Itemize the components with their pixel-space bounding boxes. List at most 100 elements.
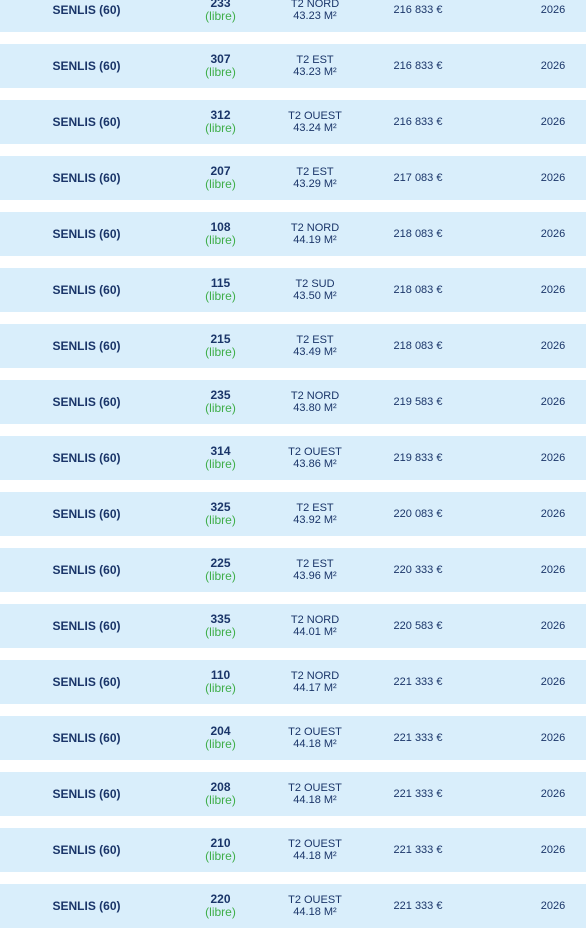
table-row[interactable]: SENLIS (60) 207 (libre) T2 EST 43.29 M² … (0, 156, 586, 200)
table-row[interactable]: SENLIS (60) 210 (libre) T2 OUEST 44.18 M… (0, 828, 586, 872)
type-cell: T2 OUEST 43.86 M² (272, 436, 358, 480)
table-row[interactable]: SENLIS (60) 325 (libre) T2 EST 43.92 M² … (0, 492, 586, 536)
price-cell: 218 083 € (393, 228, 443, 240)
lot-status: (libre) (205, 569, 236, 583)
price-cell: 221 333 € (393, 900, 443, 912)
delivery-year-cell: 2026 (540, 452, 566, 464)
city-cell: SENLIS (60) (52, 3, 121, 17)
delivery-year-cell: 2026 (540, 732, 566, 744)
apartment-area: 43.29 M² (293, 178, 337, 190)
delivery-year-cell: 2026 (540, 116, 566, 128)
apartment-type: T2 OUEST (288, 894, 342, 906)
apartment-area: 43.50 M² (293, 290, 337, 302)
price-cell: 216 833 € (393, 4, 443, 16)
lot-status: (libre) (205, 625, 236, 639)
type-cell: T2 NORD 43.23 M² (272, 0, 358, 32)
delivery-year-cell: 2026 (540, 4, 566, 16)
table-row[interactable]: SENLIS (60) 204 (libre) T2 OUEST 44.18 M… (0, 716, 586, 760)
delivery-year-cell: 2026 (540, 396, 566, 408)
lot-status: (libre) (205, 849, 236, 863)
lot-status: (libre) (205, 65, 236, 79)
table-row[interactable]: SENLIS (60) 235 (libre) T2 NORD 43.80 M²… (0, 380, 586, 424)
lot-cell: 208 (libre) (193, 772, 248, 816)
delivery-year-cell: 2026 (540, 228, 566, 240)
table-row[interactable]: SENLIS (60) 225 (libre) T2 EST 43.96 M² … (0, 548, 586, 592)
delivery-year-cell: 2026 (540, 284, 566, 296)
lot-status: (libre) (205, 401, 236, 415)
delivery-year-cell: 2026 (540, 564, 566, 576)
lot-status: (libre) (205, 905, 236, 919)
type-cell: T2 OUEST 44.18 M² (272, 884, 358, 928)
lot-number: 314 (210, 444, 231, 458)
lot-status: (libre) (205, 737, 236, 751)
apartment-type: T2 NORD (290, 614, 340, 626)
delivery-year-cell: 2026 (540, 788, 566, 800)
table-row[interactable]: SENLIS (60) 208 (libre) T2 OUEST 44.18 M… (0, 772, 586, 816)
type-cell: T2 EST 43.29 M² (272, 156, 358, 200)
price-cell: 220 333 € (393, 564, 443, 576)
lot-number: 208 (210, 780, 231, 794)
lot-status: (libre) (205, 289, 236, 303)
apartment-type: T2 OUEST (288, 726, 342, 738)
delivery-year-cell: 2026 (540, 60, 566, 72)
price-cell: 217 083 € (393, 172, 443, 184)
lot-status: (libre) (205, 121, 236, 135)
lot-cell: 314 (libre) (193, 436, 248, 480)
city-cell: SENLIS (60) (52, 675, 121, 689)
type-cell: T2 OUEST 43.24 M² (272, 100, 358, 144)
type-cell: T2 EST 43.96 M² (272, 548, 358, 592)
lot-number: 204 (210, 724, 231, 738)
city-cell: SENLIS (60) (52, 843, 121, 857)
delivery-year-cell: 2026 (540, 676, 566, 688)
price-cell: 220 583 € (393, 620, 443, 632)
table-row[interactable]: SENLIS (60) 335 (libre) T2 NORD 44.01 M²… (0, 604, 586, 648)
apartment-type: T2 EST (296, 334, 334, 346)
type-cell: T2 EST 43.92 M² (272, 492, 358, 536)
city-cell: SENLIS (60) (52, 171, 121, 185)
apartment-type: T2 SUD (295, 278, 335, 290)
city-cell: SENLIS (60) (52, 507, 121, 521)
lot-cell: 204 (libre) (193, 716, 248, 760)
delivery-year-cell: 2026 (540, 620, 566, 632)
apartment-type: T2 NORD (290, 390, 340, 402)
lot-cell: 108 (libre) (193, 212, 248, 256)
lot-number: 335 (210, 612, 231, 626)
city-cell: SENLIS (60) (52, 283, 121, 297)
type-cell: T2 OUEST 44.18 M² (272, 772, 358, 816)
table-row[interactable]: SENLIS (60) 115 (libre) T2 SUD 43.50 M² … (0, 268, 586, 312)
apartment-type: T2 EST (296, 166, 334, 178)
city-cell: SENLIS (60) (52, 395, 121, 409)
table-row[interactable]: SENLIS (60) 233 (libre) T2 NORD 43.23 M²… (0, 0, 586, 32)
apartment-area: 44.18 M² (293, 850, 337, 862)
city-cell: SENLIS (60) (52, 115, 121, 129)
table-row[interactable]: SENLIS (60) 307 (libre) T2 EST 43.23 M² … (0, 44, 586, 88)
table-row[interactable]: SENLIS (60) 108 (libre) T2 NORD 44.19 M²… (0, 212, 586, 256)
apartment-area: 43.23 M² (293, 66, 337, 78)
lot-status: (libre) (205, 457, 236, 471)
city-cell: SENLIS (60) (52, 731, 121, 745)
apartment-type: T2 OUEST (288, 838, 342, 850)
table-row[interactable]: SENLIS (60) 110 (libre) T2 NORD 44.17 M²… (0, 660, 586, 704)
lot-cell: 110 (libre) (193, 660, 248, 704)
lot-number: 115 (210, 276, 231, 290)
table-row[interactable]: SENLIS (60) 215 (libre) T2 EST 43.49 M² … (0, 324, 586, 368)
lot-status: (libre) (205, 513, 236, 527)
city-cell: SENLIS (60) (52, 899, 121, 913)
lot-cell: 207 (libre) (193, 156, 248, 200)
lot-number: 108 (210, 220, 231, 234)
city-cell: SENLIS (60) (52, 59, 121, 73)
type-cell: T2 EST 43.23 M² (272, 44, 358, 88)
table-row[interactable]: SENLIS (60) 220 (libre) T2 OUEST 44.18 M… (0, 884, 586, 928)
apartment-type: T2 NORD (290, 0, 340, 10)
lot-cell: 307 (libre) (193, 44, 248, 88)
table-row[interactable]: SENLIS (60) 312 (libre) T2 OUEST 43.24 M… (0, 100, 586, 144)
price-cell: 219 833 € (393, 452, 443, 464)
lot-status: (libre) (205, 9, 236, 23)
lot-status: (libre) (205, 681, 236, 695)
delivery-year-cell: 2026 (540, 900, 566, 912)
apartment-area: 43.96 M² (293, 570, 337, 582)
lot-status: (libre) (205, 345, 236, 359)
lot-cell: 335 (libre) (193, 604, 248, 648)
table-row[interactable]: SENLIS (60) 314 (libre) T2 OUEST 43.86 M… (0, 436, 586, 480)
apartment-area: 43.49 M² (293, 346, 337, 358)
